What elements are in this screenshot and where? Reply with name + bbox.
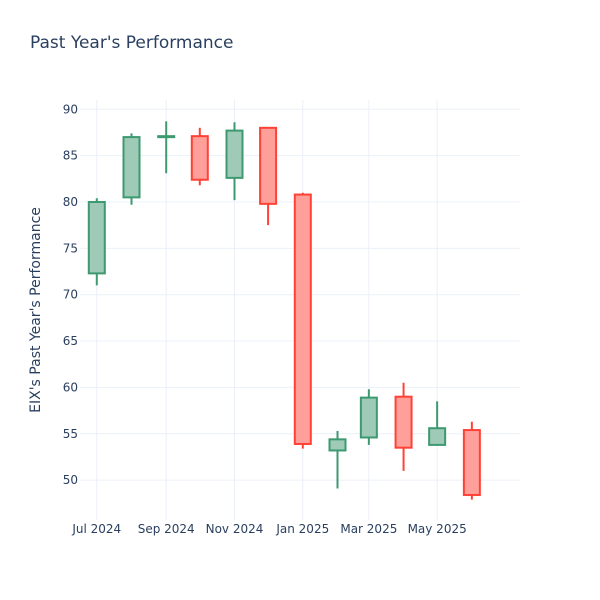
candle-increasing <box>225 122 244 201</box>
candle-body <box>328 438 347 452</box>
y-tick-label: 90 <box>63 102 78 116</box>
x-tick-label: Jul 2024 <box>71 522 121 536</box>
candles <box>87 121 481 500</box>
candle-decreasing <box>462 421 481 500</box>
x-tick-label: May 2025 <box>408 522 467 536</box>
candle-body <box>293 193 312 445</box>
x-tick-label: Mar 2025 <box>340 522 397 536</box>
candle-body <box>157 135 176 139</box>
y-tick-label: 60 <box>63 380 78 394</box>
candle-decreasing <box>259 126 278 226</box>
y-tick-label: 50 <box>63 473 78 487</box>
y-tick-label: 85 <box>63 149 78 163</box>
y-tick-label: 55 <box>63 427 78 441</box>
candle-increasing <box>157 121 176 174</box>
candle-body <box>428 427 447 446</box>
y-tick-label: 65 <box>63 334 78 348</box>
candle-body <box>394 395 413 449</box>
candle-body <box>359 396 378 439</box>
candle-body <box>225 129 244 179</box>
candle-decreasing <box>190 127 209 186</box>
candle-body <box>87 200 106 275</box>
y-axis-title: EIX's Past Year's Performance <box>28 207 44 413</box>
candle-increasing <box>428 401 447 446</box>
x-tick-label: Sep 2024 <box>138 522 195 536</box>
candle-body <box>259 126 278 205</box>
candle-decreasing <box>293 192 312 449</box>
y-axis-ticks: 50 55 60 65 70 75 80 85 90 <box>63 102 78 487</box>
chart-title: Past Year's Performance <box>30 33 234 53</box>
x-axis-ticks: Jul 2024 Sep 2024 Nov 2024 Jan 2025 Mar 2025… <box>71 522 466 536</box>
candle-increasing <box>122 133 141 205</box>
candle-increasing <box>328 430 347 489</box>
candle-increasing <box>359 389 378 445</box>
y-tick-label: 80 <box>63 195 78 209</box>
candle-decreasing <box>394 382 413 471</box>
candle-body <box>462 429 481 496</box>
candle-increasing <box>87 198 106 286</box>
candle-body <box>122 136 141 199</box>
x-tick-label: Jan 2025 <box>275 522 329 536</box>
y-tick-label: 70 <box>63 288 78 302</box>
candle-body <box>190 135 209 181</box>
y-tick-label: 75 <box>63 241 78 255</box>
x-tick-label: Nov 2024 <box>206 522 264 536</box>
